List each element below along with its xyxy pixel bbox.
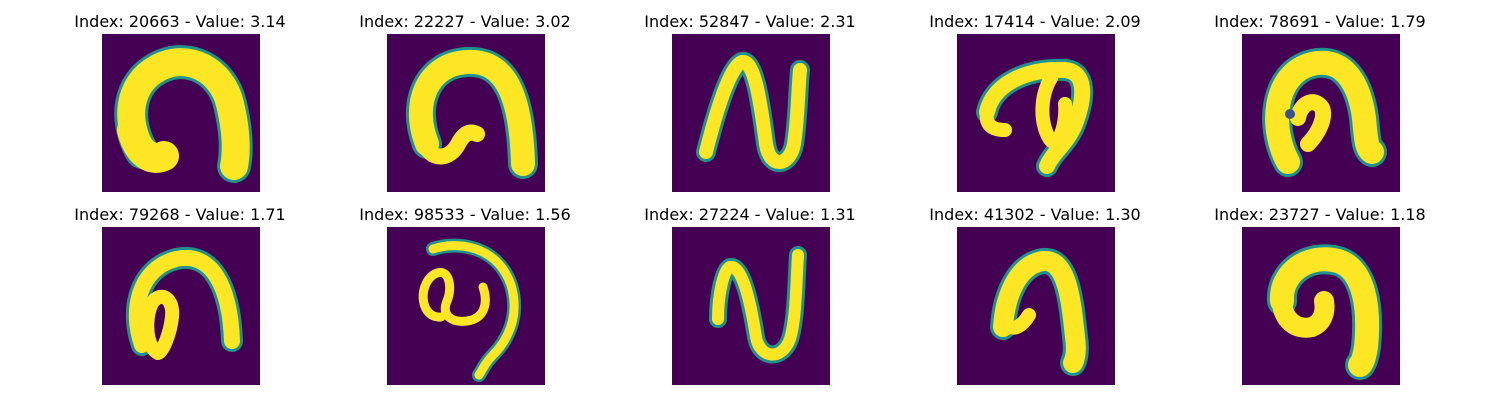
panel-title: Index: 79268 - Value: 1.71 — [74, 205, 286, 224]
digit-image — [957, 227, 1115, 385]
panel-title: Index: 22227 - Value: 3.02 — [359, 12, 571, 31]
digit-image — [957, 34, 1115, 192]
panel-title: Index: 27224 - Value: 1.31 — [644, 205, 856, 224]
digit-image — [387, 34, 545, 192]
digit-image — [1242, 227, 1400, 385]
panel-9: Index: 41302 - Value: 1.30 — [925, 205, 1145, 391]
digit-image — [672, 227, 830, 385]
panel-10: Index: 23727 - Value: 1.18 — [1210, 205, 1430, 391]
digit-image — [102, 34, 260, 192]
panel-title: Index: 52847 - Value: 2.31 — [644, 12, 856, 31]
panel-title: Index: 20663 - Value: 3.14 — [74, 12, 286, 31]
panel-8: Index: 27224 - Value: 1.31 — [640, 205, 860, 391]
panel-title: Index: 41302 - Value: 1.30 — [929, 205, 1141, 224]
panel-3: Index: 52847 - Value: 2.31 — [640, 12, 860, 198]
panel-title: Index: 98533 - Value: 1.56 — [359, 205, 571, 224]
panel-7: Index: 98533 - Value: 1.56 — [355, 205, 575, 391]
digit-image — [102, 227, 260, 385]
panel-6: Index: 79268 - Value: 1.71 — [70, 205, 290, 391]
digit-image — [672, 34, 830, 192]
panel-1: Index: 20663 - Value: 3.14 — [70, 12, 290, 198]
panel-4: Index: 17414 - Value: 2.09 — [925, 12, 1145, 198]
panel-5: Index: 78691 - Value: 1.79 — [1210, 12, 1430, 198]
panel-title: Index: 23727 - Value: 1.18 — [1214, 205, 1426, 224]
panel-2: Index: 22227 - Value: 3.02 — [355, 12, 575, 198]
digit-image — [387, 227, 545, 385]
digit-image — [1242, 34, 1400, 192]
panel-title: Index: 17414 - Value: 2.09 — [929, 12, 1141, 31]
panel-title: Index: 78691 - Value: 1.79 — [1214, 12, 1426, 31]
